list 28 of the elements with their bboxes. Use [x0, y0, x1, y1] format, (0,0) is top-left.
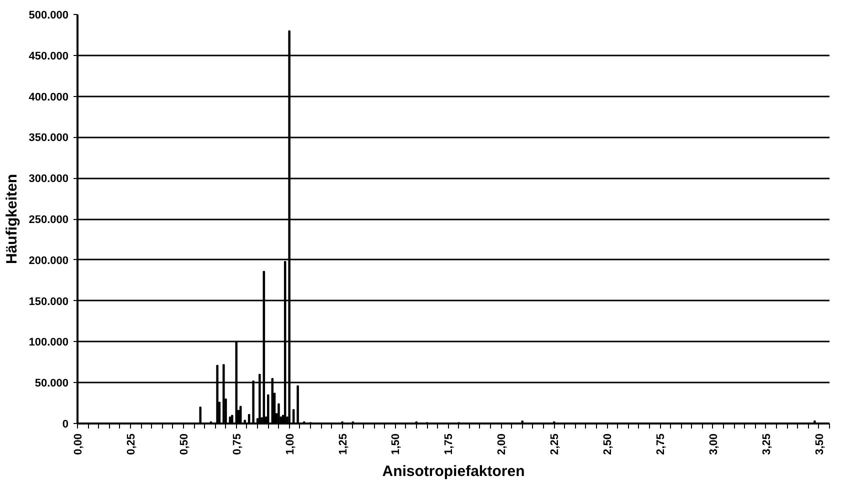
x-tick-label: 0,75 [231, 433, 244, 455]
x-tick-label: 3,25 [760, 433, 773, 455]
x-tick-label: 3,50 [814, 433, 826, 455]
x-tick-label: 1,25 [337, 433, 350, 455]
y-tick-label: 400.000 [28, 91, 69, 104]
y-tick-label: 100.000 [28, 336, 69, 349]
x-tick-label: 2,75 [655, 433, 668, 455]
x-tick-label: 2,50 [602, 433, 614, 455]
x-tick-label: 1,50 [390, 433, 402, 455]
y-tick-label: 150.000 [28, 296, 69, 308]
x-tick-label: 0,25 [125, 433, 138, 455]
x-tick-label: 0,00 [72, 433, 84, 455]
y-tick-label: 300.000 [28, 173, 69, 186]
y-tick-label: 350.000 [28, 132, 69, 144]
y-axis-title: Häufigkeiten [4, 174, 21, 264]
y-tick-label: 500.000 [28, 10, 69, 22]
x-tick-label: 3,00 [708, 433, 720, 455]
x-tick-label: 0,50 [178, 433, 190, 455]
x-tick-label: 1,00 [284, 433, 296, 455]
x-axis-title: Anisotropiefaktoren [382, 462, 525, 480]
y-tick-label: 50.000 [34, 378, 69, 390]
x-tick-label: 2,25 [549, 433, 562, 455]
y-tick-label: 450.000 [28, 50, 69, 62]
y-tick-label: 250.000 [28, 214, 69, 226]
y-tick-label: 200.000 [28, 254, 69, 267]
x-tick-label: 2,00 [496, 433, 508, 455]
x-tick-label: 1,75 [443, 433, 456, 455]
y-tick-label: 0 [62, 418, 69, 430]
